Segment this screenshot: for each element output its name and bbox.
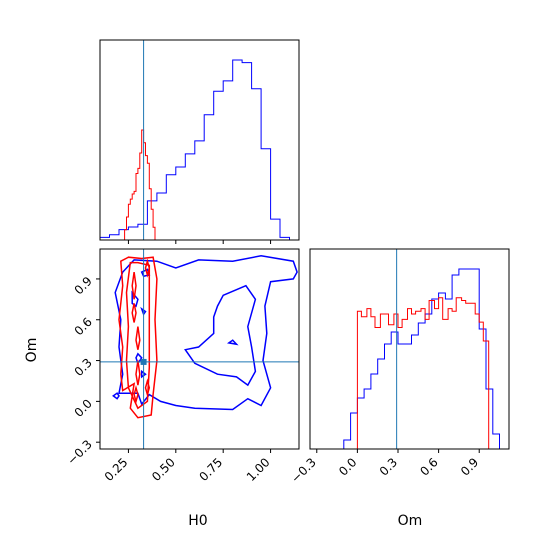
- joint-ytick-label: 0.6: [72, 315, 95, 338]
- contour-red: [135, 326, 141, 350]
- om-hist-xtick-label: 0.3: [377, 455, 400, 478]
- contour-red: [135, 360, 141, 386]
- contour-red: [118, 256, 158, 419]
- joint-ytick-label: 0.9: [72, 274, 95, 297]
- contour-blue: [226, 339, 239, 346]
- joint-xtick-label: 0.25: [102, 455, 131, 484]
- om-histogram-panel: −0.3 0.0 0.3 0.6 0.9: [288, 248, 510, 486]
- h0-histogram-panel: [99, 39, 300, 244]
- om-hist-xtick-label: 0.6: [417, 455, 440, 478]
- joint-ytick-label: 0.0: [72, 396, 95, 419]
- om-histogram-red: [310, 297, 509, 450]
- om-histogram-frame: [309, 248, 510, 450]
- om-histogram-blue: [310, 268, 509, 450]
- joint-xtick-label: 0.75: [197, 455, 226, 484]
- contour-blue: [112, 392, 120, 400]
- om-hist-xtick-label: 0.9: [458, 455, 481, 478]
- joint-xtick-label: 0.50: [149, 455, 178, 484]
- truth-marker: [140, 358, 147, 365]
- joint-ytick-label: 0.3: [72, 356, 95, 379]
- contour-red: [144, 258, 151, 278]
- h0-histogram-blue: [99, 59, 299, 241]
- contour-red: [131, 303, 137, 323]
- om-hist-xtick-label: −0.3: [288, 455, 319, 486]
- h0-histogram-red: [100, 129, 299, 241]
- x-axis-label-om: Om: [398, 513, 423, 529]
- x-axis-label-h0: H0: [188, 513, 207, 529]
- h0-histogram-frame: [99, 39, 300, 241]
- y-axis-label-om: Om: [24, 338, 40, 363]
- joint-xtick-label: 1.00: [244, 455, 273, 484]
- axis-labels: H0 Om Om: [24, 338, 422, 529]
- contour-red: [131, 271, 137, 300]
- contour-blue: [131, 290, 139, 308]
- joint-ytick-label: −0.3: [64, 437, 95, 468]
- om-hist-xtick-label: 0.0: [336, 455, 359, 478]
- joint-frame: [99, 248, 300, 450]
- contour-red: [133, 385, 139, 405]
- contour-blue: [184, 284, 257, 387]
- contour-red: [144, 378, 151, 398]
- contour-blue: [114, 255, 298, 411]
- h0-om-contour-panel: 0.25 0.50 0.75 1.00 −0.3 0.0 0.3 0.6 0.9: [64, 248, 300, 484]
